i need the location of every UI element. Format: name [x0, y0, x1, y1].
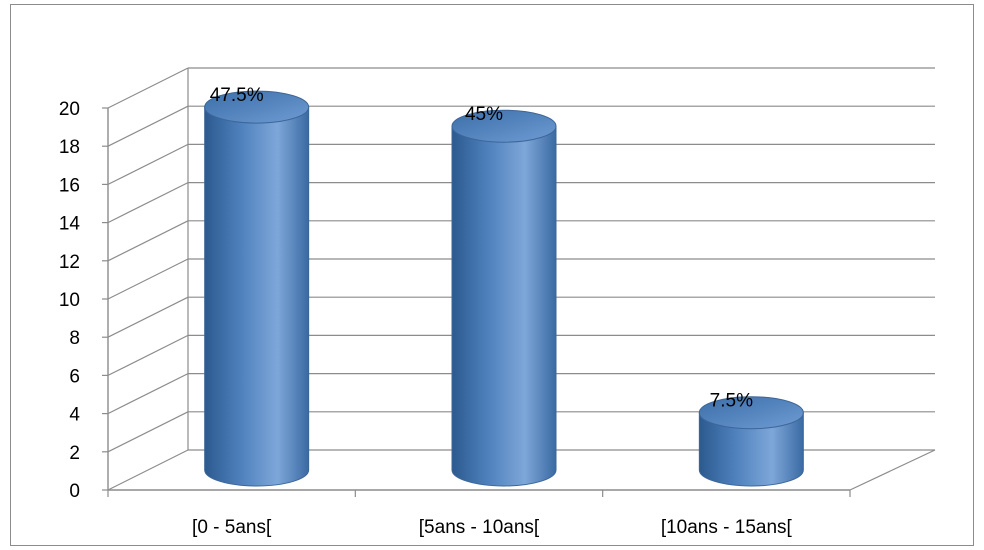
- y-tick-label: 6: [69, 366, 80, 387]
- y-tick-label: 2: [69, 443, 80, 464]
- y-tick-label: 14: [59, 214, 81, 235]
- y-tick-label: 0: [69, 481, 80, 502]
- side-wall-gridline: [107, 411, 189, 453]
- x-category-label: [5ans - 10ans[: [419, 517, 540, 538]
- side-wall-gridline: [107, 258, 189, 300]
- y-tick-label: 4: [69, 405, 80, 426]
- side-wall-gridline: [107, 296, 189, 338]
- y-tick-label: 12: [59, 252, 80, 273]
- bar-top: [698, 396, 804, 430]
- side-wall-gridline: [107, 449, 189, 491]
- bar-body: [698, 412, 804, 487]
- side-wall-gridline: [107, 105, 189, 147]
- bar: [204, 90, 310, 487]
- bar: [698, 396, 804, 487]
- y-tick-label: 10: [59, 290, 80, 311]
- side-wall-gridline: [107, 143, 189, 185]
- bar-body: [204, 106, 310, 487]
- side-wall-gridline: [107, 334, 189, 376]
- x-category-label: [0 - 5ans[: [192, 517, 272, 538]
- data-label: 45%: [465, 104, 503, 125]
- side-wall-gridline: [107, 220, 189, 262]
- bar-body: [451, 125, 557, 487]
- side-wall-gridline: [107, 182, 189, 224]
- y-tick-label: 16: [59, 175, 80, 196]
- y-tick-label: 20: [59, 99, 80, 120]
- floor-right-edge: [849, 449, 936, 491]
- bar: [451, 109, 557, 487]
- y-tick-label: 8: [69, 328, 80, 349]
- y-tick-label: 18: [59, 137, 80, 158]
- side-wall-gridline: [107, 67, 189, 109]
- x-category-label: [10ans - 15ans[: [661, 517, 793, 538]
- bar-top: [204, 90, 310, 124]
- bar-top: [451, 109, 557, 143]
- data-label: 7.5%: [710, 391, 753, 412]
- side-wall-gridline: [107, 373, 189, 415]
- data-label: 47.5%: [210, 85, 264, 106]
